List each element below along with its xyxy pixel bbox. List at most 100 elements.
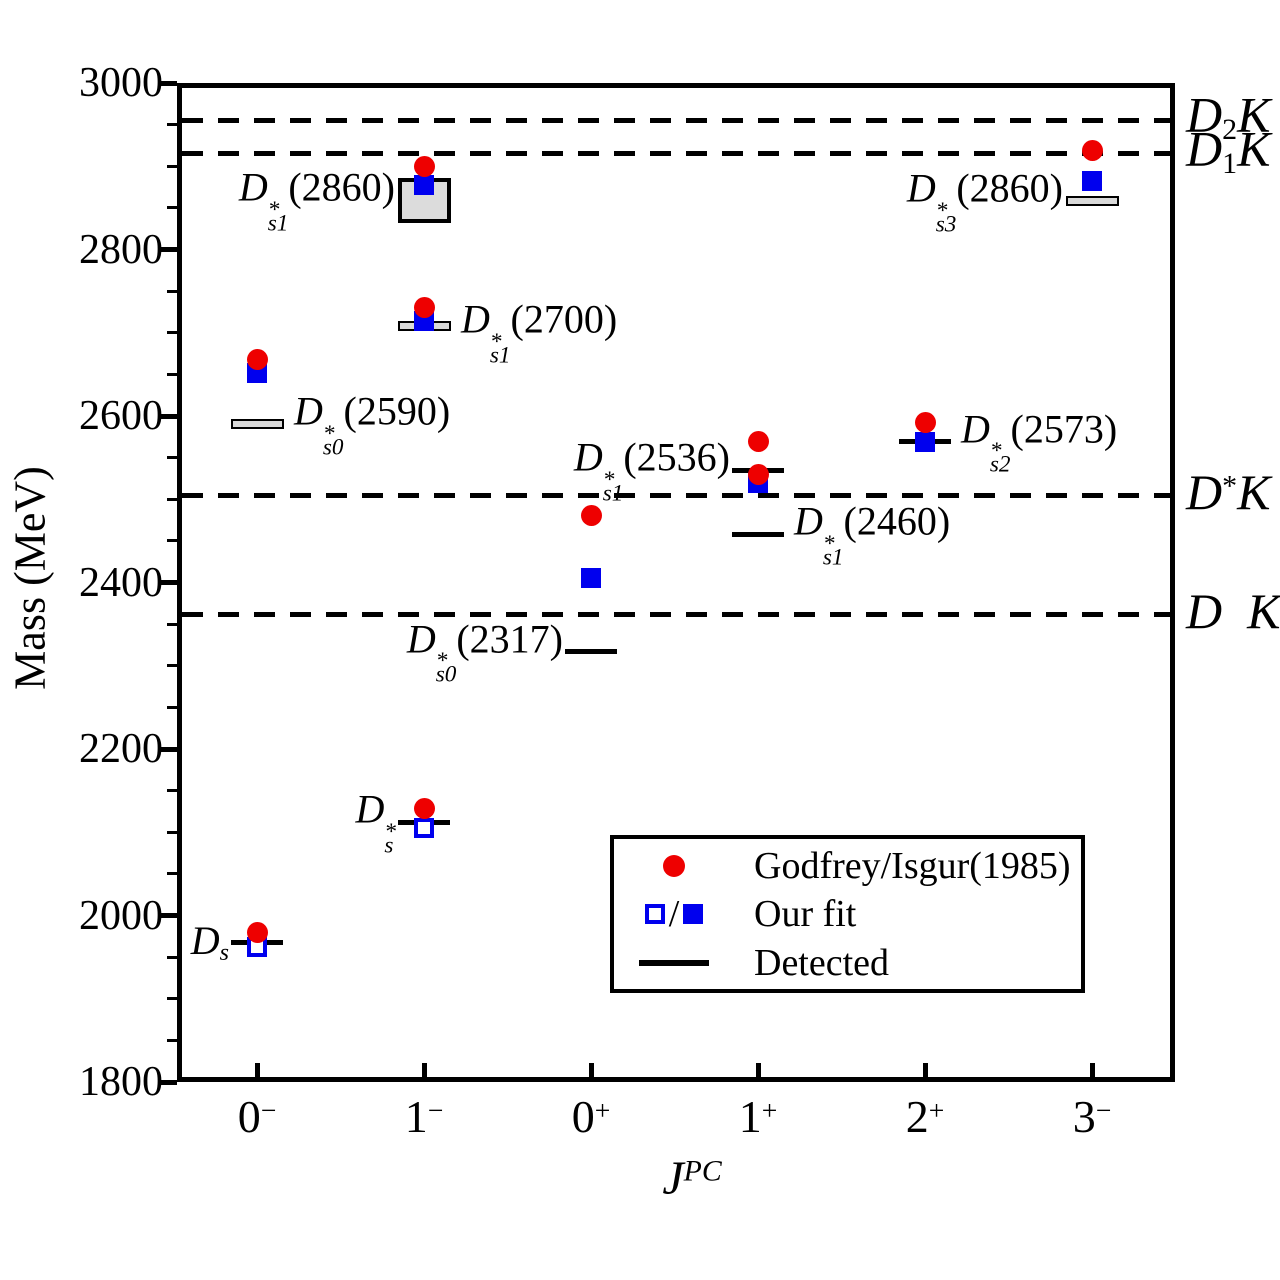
y-axis-major-tick <box>159 1079 177 1085</box>
y-axis-minor-tick <box>167 664 177 668</box>
threshold-label-D2K: D2K <box>1186 86 1271 147</box>
y-axis-minor-tick <box>167 1038 177 1042</box>
detected-uncertainty-box <box>398 177 451 223</box>
godfrey-isgur-point <box>413 797 435 819</box>
y-axis-minor-tick <box>167 622 177 626</box>
x-axis-tick-label: 3− <box>1072 1091 1112 1142</box>
state-label: D * s2 (2573) <box>961 406 1118 479</box>
y-axis-tick-label: 2400 <box>79 559 163 606</box>
godfrey-isgur-point <box>413 297 435 319</box>
threshold-label-DK: D K <box>1186 583 1280 640</box>
our-fit-point <box>915 431 935 452</box>
our-fit-point-open <box>414 818 434 839</box>
godfrey-isgur-point <box>747 431 769 453</box>
y-axis-major-tick <box>159 80 177 86</box>
legend-marker-cell <box>614 854 734 877</box>
our-fit-point <box>581 567 601 588</box>
y-axis-minor-tick <box>167 955 177 959</box>
x-axis-title-superscript: PC <box>683 1154 722 1188</box>
y-axis-tick-label: 2800 <box>79 226 163 273</box>
state-label: D * s1 (2536) <box>573 434 730 507</box>
our-fit-point <box>1082 171 1102 192</box>
y-axis-minor-tick <box>167 789 177 793</box>
x-axis-tick-label: 2+ <box>905 1091 945 1142</box>
godfrey-isgur-point <box>413 155 435 177</box>
state-label: D * s1 (2460) <box>794 498 951 571</box>
x-axis-tick-label: 1+ <box>738 1091 778 1142</box>
y-axis-major-tick <box>159 913 177 918</box>
legend-marker-cell: / <box>614 895 734 933</box>
x-axis-tick <box>254 1063 260 1077</box>
y-axis-minor-tick <box>167 539 177 543</box>
y-axis-minor-tick <box>167 456 177 460</box>
legend-label-godfrey-isgur: Godfrey/Isgur(1985) <box>754 844 1071 887</box>
state-label: D * s0 (2590) <box>294 388 451 461</box>
y-axis-major-tick <box>159 247 177 252</box>
threshold-label-D1K: D1K <box>1186 120 1271 180</box>
godfrey-isgur-point <box>1081 139 1103 161</box>
y-axis-minor-tick <box>167 705 177 709</box>
godfrey-isgur-point <box>246 921 268 943</box>
detected-band <box>1066 196 1119 207</box>
legend-label-detected: Detected <box>754 941 890 984</box>
godfrey-isgur-point <box>246 348 268 370</box>
state-label: D * s3 (2860) <box>906 165 1063 238</box>
marker-separator: / <box>668 893 680 935</box>
x-axis-tick <box>588 1063 594 1077</box>
open-blue-square-icon <box>644 904 665 924</box>
y-axis-minor-tick <box>167 372 177 376</box>
y-axis-minor-tick <box>167 206 177 210</box>
godfrey-isgur-point <box>747 463 769 485</box>
filled-blue-square-icon <box>683 904 704 924</box>
state-label: D * s1 (2860) <box>238 164 395 237</box>
y-axis-minor-tick <box>167 997 177 1001</box>
x-axis-tick <box>755 1063 761 1077</box>
state-label: D * s <box>355 786 396 859</box>
y-axis-tick-label: 2600 <box>79 393 163 439</box>
x-axis-tick-label: 1− <box>404 1091 444 1142</box>
x-axis-title: JPC <box>662 1155 721 1203</box>
y-axis-tick-label: 2200 <box>79 726 163 772</box>
x-axis-tick-label: 0− <box>237 1091 277 1142</box>
y-axis-minor-tick <box>167 289 177 293</box>
legend-item-godfrey-isgur: Godfrey/Isgur(1985) <box>614 844 1081 888</box>
plot-frame <box>177 83 1175 1082</box>
legend-item-detected: Detected <box>614 941 1081 985</box>
y-axis-tick-label: 3000 <box>79 60 163 106</box>
red-circle-icon <box>663 854 685 877</box>
x-axis-tick <box>1089 1063 1095 1077</box>
state-label: D * s0 (2317) <box>406 616 563 688</box>
x-axis-tick <box>922 1063 928 1077</box>
godfrey-isgur-point <box>914 412 936 434</box>
state-label: Ds <box>190 917 229 966</box>
detected-bar <box>565 649 617 655</box>
y-axis-tick-label: 1800 <box>79 1059 163 1105</box>
y-axis-minor-tick <box>167 331 177 335</box>
y-axis-tick-label: 2000 <box>79 892 163 939</box>
threshold-line-D1K <box>182 151 1170 157</box>
black-line-icon <box>639 959 709 966</box>
legend-marker-cell <box>614 959 734 966</box>
x-axis-tick-label: 0+ <box>571 1091 611 1142</box>
detected-band <box>231 419 284 430</box>
our-fit-point <box>414 174 434 195</box>
legend-box: Godfrey/Isgur(1985) / Our fit Detected <box>610 835 1085 993</box>
threshold-label-DstarK: D*K <box>1186 464 1271 521</box>
godfrey-isgur-point <box>580 505 602 527</box>
y-axis-major-tick <box>159 746 177 752</box>
threshold-line-D2K <box>182 117 1170 123</box>
y-axis-minor-tick <box>167 872 177 876</box>
state-label: D * s1 (2700) <box>461 296 618 369</box>
y-axis-major-tick <box>159 413 177 419</box>
threshold-line-DK <box>182 611 1170 617</box>
y-axis-minor-tick <box>167 123 177 127</box>
y-axis-major-tick <box>159 580 177 585</box>
x-axis-title-base: J <box>662 1152 684 1205</box>
legend-item-our-fit: / Our fit <box>614 892 1081 936</box>
x-axis-tick <box>421 1063 427 1077</box>
threshold-line-DstarK <box>182 492 1170 498</box>
detected-bar <box>732 531 784 537</box>
y-axis-minor-tick <box>167 497 177 501</box>
legend-label-our-fit: Our fit <box>754 893 857 935</box>
